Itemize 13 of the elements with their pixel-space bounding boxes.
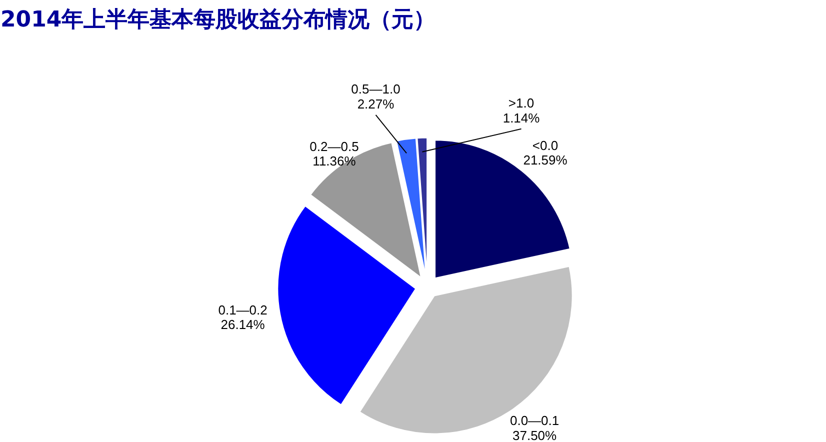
- slice-label: 0.5—1.0: [351, 82, 400, 97]
- slice-label: 0.0—0.1: [510, 413, 560, 428]
- slice-label: 0.1—0.2: [218, 302, 268, 318]
- data-label: 2.27%: [357, 96, 395, 112]
- chart-title: 2014年上半年基本每股收益分布情况（元）: [0, 8, 436, 32]
- slice-label: >1.0: [508, 96, 534, 111]
- data-label: 26.14%: [220, 317, 266, 332]
- slice-label: 0.2—0.5: [310, 138, 359, 154]
- slice-label: <0.0: [532, 138, 558, 153]
- data-label: 1.14%: [502, 110, 540, 126]
- data-label: 11.36%: [312, 154, 356, 169]
- data-label: 21.59%: [523, 152, 568, 168]
- data-label: 37.50%: [512, 428, 558, 442]
